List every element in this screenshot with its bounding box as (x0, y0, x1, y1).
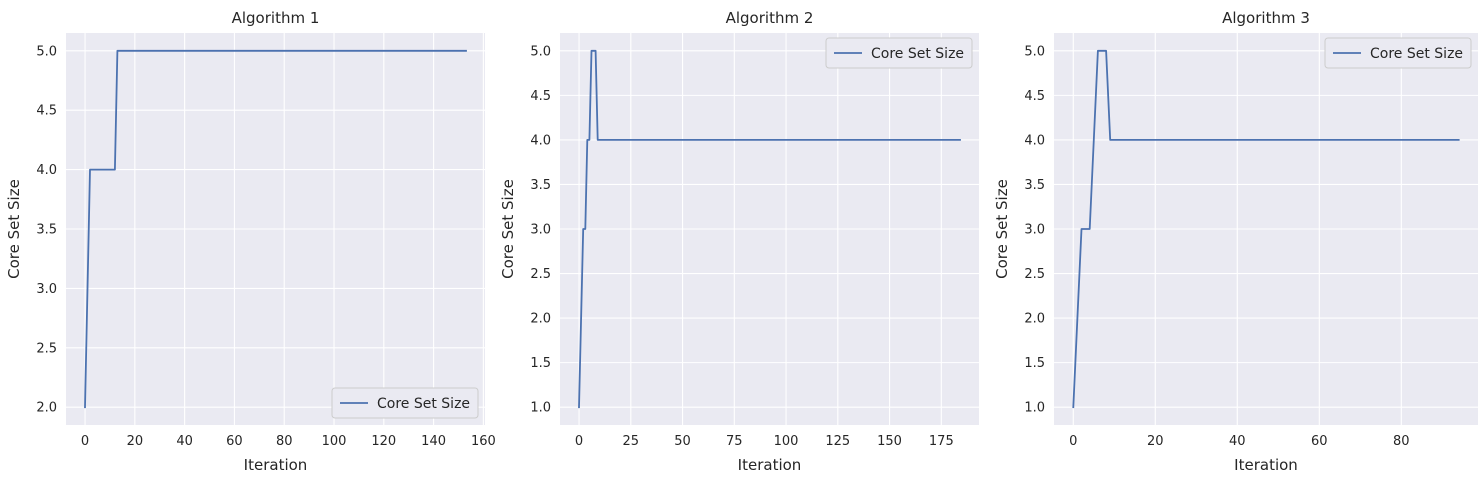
chart-title: Algorithm 1 (232, 9, 320, 27)
y-tick-label: 2.0 (1024, 312, 1045, 327)
y-tick-label: 5.0 (530, 44, 551, 59)
y-tick-label: 3.0 (36, 282, 57, 297)
y-tick-label: 3.5 (530, 178, 551, 193)
legend-box (331, 387, 479, 419)
x-tick-label: 75 (726, 434, 743, 449)
chart-title: Algorithm 3 (1222, 9, 1310, 27)
x-tick-label: 20 (1147, 434, 1164, 449)
subplot-3: 1.0 1.5 2.0 2.5 3.0 3.5 4.0 4.5 5.0 0 20 40 60 80 Algo… (993, 9, 1478, 474)
y-tick-label: 2.5 (36, 341, 57, 356)
x-tick-label: 40 (176, 434, 193, 449)
x-axis-label: Iteration (738, 456, 802, 474)
legend: Core Set Size (331, 387, 479, 419)
y-tick-label: 5.0 (36, 44, 57, 59)
x-tick-label: 80 (1393, 434, 1410, 449)
x-tick-label: 60 (226, 434, 243, 449)
x-tick-label: 0 (81, 434, 89, 449)
legend-label: Core Set Size (871, 46, 964, 62)
y-tick-label: 4.0 (1024, 133, 1045, 148)
y-tick-label: 4.0 (36, 163, 57, 178)
x-tick-label: 0 (1069, 434, 1077, 449)
legend: Core Set Size (1324, 37, 1472, 69)
y-tick-label: 4.5 (36, 104, 57, 119)
legend-box (825, 37, 973, 69)
x-tick-label: 0 (575, 434, 583, 449)
x-tick-label: 125 (825, 434, 850, 449)
series-line (84, 49, 467, 409)
x-tick-label: 100 (774, 434, 799, 449)
y-tick-label: 5.0 (1024, 44, 1045, 59)
y-tick-label: 3.0 (1024, 223, 1045, 238)
y-tick-label: 1.5 (1024, 356, 1045, 371)
x-tick-label: 60 (1311, 434, 1328, 449)
y-tick-label: 1.0 (530, 401, 551, 416)
y-tick-label: 4.5 (530, 89, 551, 104)
series-line (578, 49, 961, 409)
legend-box (1324, 37, 1472, 69)
x-tick-label: 140 (421, 434, 446, 449)
legend-label: Core Set Size (377, 396, 470, 412)
y-tick-label: 2.0 (36, 401, 57, 416)
subplot-2: 1.0 1.5 2.0 2.5 3.0 3.5 4.0 4.5 5.0 0 25 50 75 100 125… (499, 9, 979, 474)
y-tick-label: 3.5 (36, 223, 57, 238)
y-tick-label: 2.5 (530, 267, 551, 282)
y-tick-label: 4.0 (530, 133, 551, 148)
x-tick-label: 40 (1229, 434, 1246, 449)
subplot-1: 2.0 2.5 3.0 3.5 4.0 4.5 5.0 0 20 40 60 80 100 120 140 1… (5, 9, 496, 474)
x-axis-label: Iteration (244, 456, 308, 474)
series-line (1072, 49, 1460, 409)
y-tick-label: 2.5 (1024, 267, 1045, 282)
x-tick-label: 100 (322, 434, 347, 449)
x-axis-label: Iteration (1234, 456, 1298, 474)
y-tick-label: 2.0 (530, 312, 551, 327)
x-tick-label: 120 (371, 434, 396, 449)
x-tick-label: 50 (674, 434, 691, 449)
y-axis-label: Core Set Size (499, 179, 517, 279)
legend-label: Core Set Size (1370, 46, 1463, 62)
x-tick-label: 150 (877, 434, 902, 449)
y-tick-label: 3.0 (530, 223, 551, 238)
chart-title: Algorithm 2 (726, 9, 814, 27)
y-axis-label: Core Set Size (993, 179, 1011, 279)
y-tick-label: 1.0 (1024, 401, 1045, 416)
y-tick-label: 1.5 (530, 356, 551, 371)
x-tick-label: 160 (471, 434, 496, 449)
x-tick-label: 25 (623, 434, 640, 449)
x-tick-label: 20 (127, 434, 144, 449)
y-tick-label: 3.5 (1024, 178, 1045, 193)
y-axis-label: Core Set Size (5, 179, 23, 279)
legend: Core Set Size (825, 37, 973, 69)
y-tick-label: 4.5 (1024, 89, 1045, 104)
x-tick-label: 175 (929, 434, 954, 449)
x-tick-label: 80 (276, 434, 293, 449)
